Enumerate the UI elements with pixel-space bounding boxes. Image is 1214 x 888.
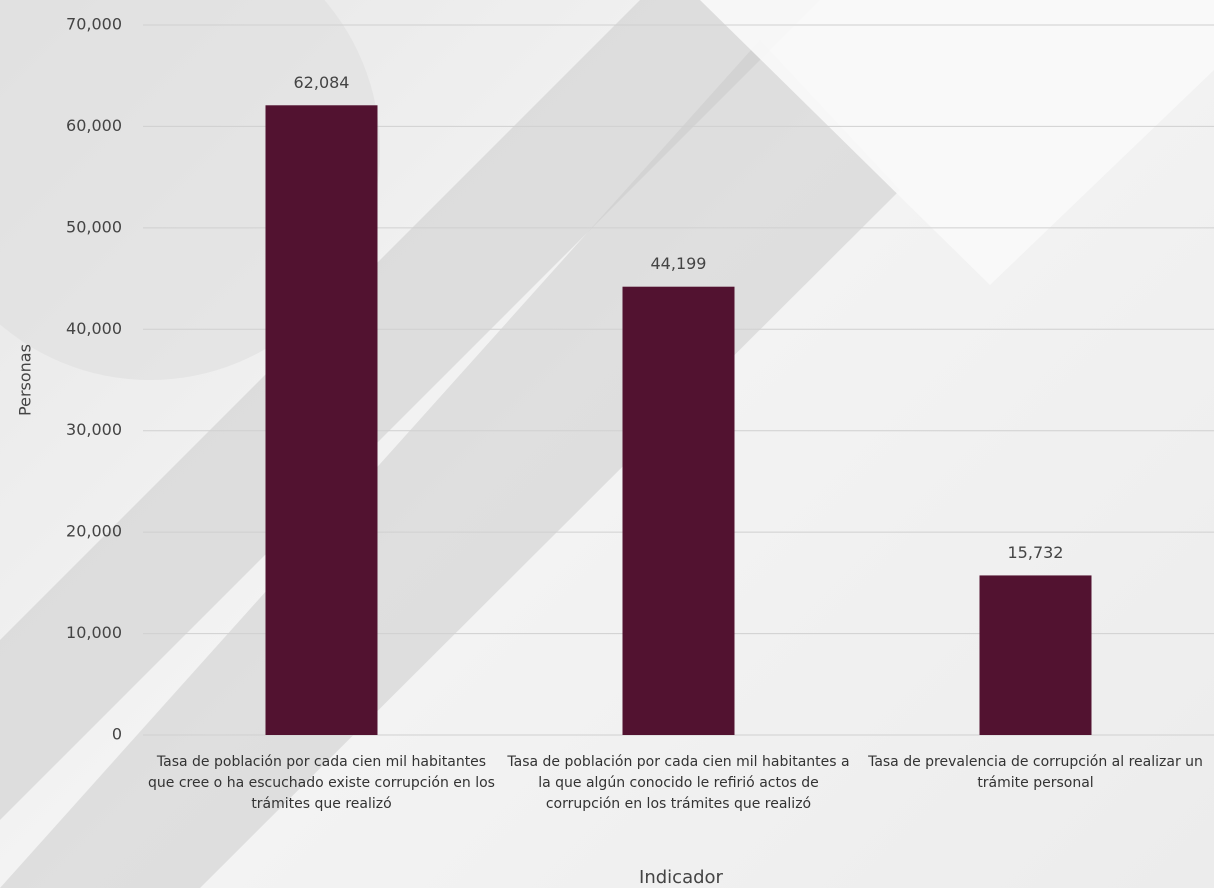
y-tick-label: 70,000	[66, 15, 122, 34]
bar	[979, 575, 1092, 735]
x-tick-label: Tasa de población por cada cien mil habi…	[507, 754, 850, 812]
x-axis-title: Indicador	[639, 867, 724, 888]
bar	[622, 286, 735, 735]
y-tick-label: 60,000	[66, 116, 122, 135]
data-label: 62,084	[294, 73, 350, 92]
y-tick-label: 40,000	[66, 319, 122, 338]
y-axis-title: Personas	[16, 344, 35, 416]
bar	[265, 105, 378, 736]
x-tick-label: Tasa de población por cada cien mil habi…	[148, 754, 495, 812]
y-tick-label: 20,000	[66, 522, 122, 541]
data-label: 44,199	[651, 254, 707, 273]
y-tick-label: 30,000	[66, 420, 122, 439]
y-tick-label: 50,000	[66, 217, 122, 236]
y-tick-label: 10,000	[66, 623, 122, 642]
background-shape	[0, 40, 900, 888]
x-tick-label: Tasa de prevalencia de corrupción al rea…	[868, 754, 1203, 791]
y-tick-label: 0	[112, 725, 122, 744]
background-shape	[700, 0, 1214, 285]
data-label: 15,732	[1008, 543, 1064, 562]
